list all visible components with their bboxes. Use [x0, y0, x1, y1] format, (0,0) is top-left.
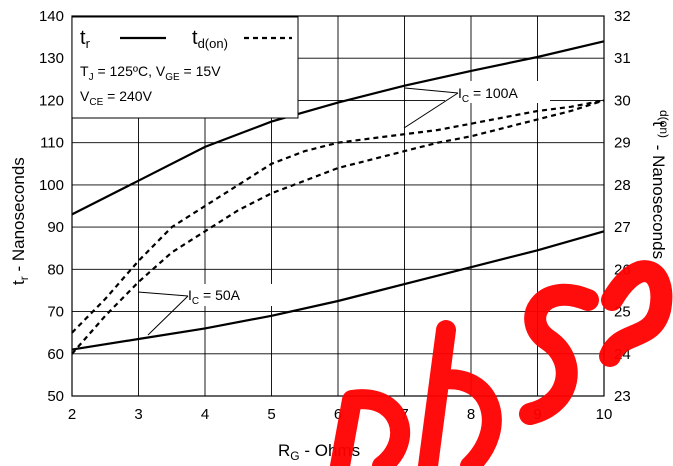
- y-right-tick-label: 28: [614, 177, 631, 194]
- annotation-ic-100a-leader-bottom: [403, 92, 459, 129]
- annotation-ic-50a: IC = 50A: [137, 284, 278, 336]
- legend-td-label: td(on): [192, 27, 228, 51]
- legend: tr td(on) TJ = 125ºC, VGE = 15V VCE = 24…: [71, 16, 299, 119]
- x-tick-label: 5: [267, 406, 275, 423]
- y-left-tick-label: 70: [47, 304, 64, 321]
- y-left-tick-label: 60: [47, 346, 64, 363]
- chart-grid: [71, 15, 605, 397]
- y-right-tick-label: 29: [614, 135, 631, 152]
- y-left-tick-label: 50: [47, 388, 64, 405]
- legend-tr-label: tr: [80, 27, 91, 51]
- y-right-tick-label: 30: [614, 92, 631, 109]
- x-tick-label: 6: [334, 406, 342, 423]
- watermark-logo: [330, 260, 673, 466]
- y-right-tick-label: 27: [614, 219, 631, 236]
- series-line-tr-50a: [71, 230, 605, 351]
- x-tick-label: 3: [134, 406, 142, 423]
- watermark-letter-d: [330, 389, 410, 466]
- series-line-tr-100a: [71, 40, 605, 216]
- annotation-ic-50a-bg: [182, 284, 278, 306]
- y-left-tick-label: 140: [39, 8, 64, 25]
- annotation-ic-50a-leader-bottom: [147, 295, 189, 336]
- legend-box: [71, 16, 299, 119]
- watermark-letter-b: [418, 320, 502, 466]
- y-left-axis-title: tr - Nanoseconds: [9, 157, 31, 285]
- annotation-ic-100a-leader-top: [404, 87, 459, 94]
- annotation-ic-50a-leader-top: [137, 291, 189, 297]
- y-right-tick-label: 23: [614, 388, 631, 405]
- plot-frame: [71, 15, 605, 397]
- y-left-tick-label: 130: [39, 50, 64, 67]
- annotation-ic-50a-text: IC = 50A: [188, 287, 241, 307]
- annotation-ic-100a-text: IC = 100A: [458, 85, 518, 105]
- legend-conditions-1: TJ = 125ºC, VGE = 15V: [80, 63, 221, 83]
- watermark-letter-s: [519, 283, 599, 425]
- series-line-td-100a-lower: [71, 99, 605, 355]
- x-tick-label: 10: [596, 406, 613, 423]
- y-left-tick-label: 120: [39, 92, 64, 109]
- series-line-td-100a-upper: [71, 99, 605, 334]
- legend-conditions-2: VCE = 240V: [80, 88, 153, 108]
- data-series: [71, 40, 605, 355]
- y-left-tick-label: 90: [47, 219, 64, 236]
- y-right-tick-label: 31: [614, 50, 631, 67]
- watermark-letter-h: [599, 260, 673, 367]
- y-right-tick-label: 32: [614, 8, 631, 25]
- x-tick-label: 2: [68, 406, 76, 423]
- y-left-tick-label: 100: [39, 177, 64, 194]
- x-tick-label: 4: [201, 406, 209, 423]
- x-tick-label: 8: [467, 406, 475, 423]
- annotation-ic-100a: IC = 100A: [403, 81, 550, 129]
- y-right-axis-title: td(on) - Nanoseconds: [649, 110, 671, 259]
- annotation-ic-100a-bg: [445, 81, 550, 103]
- y-left-tick-label: 80: [47, 261, 64, 278]
- y-left-tick-label: 110: [40, 135, 64, 152]
